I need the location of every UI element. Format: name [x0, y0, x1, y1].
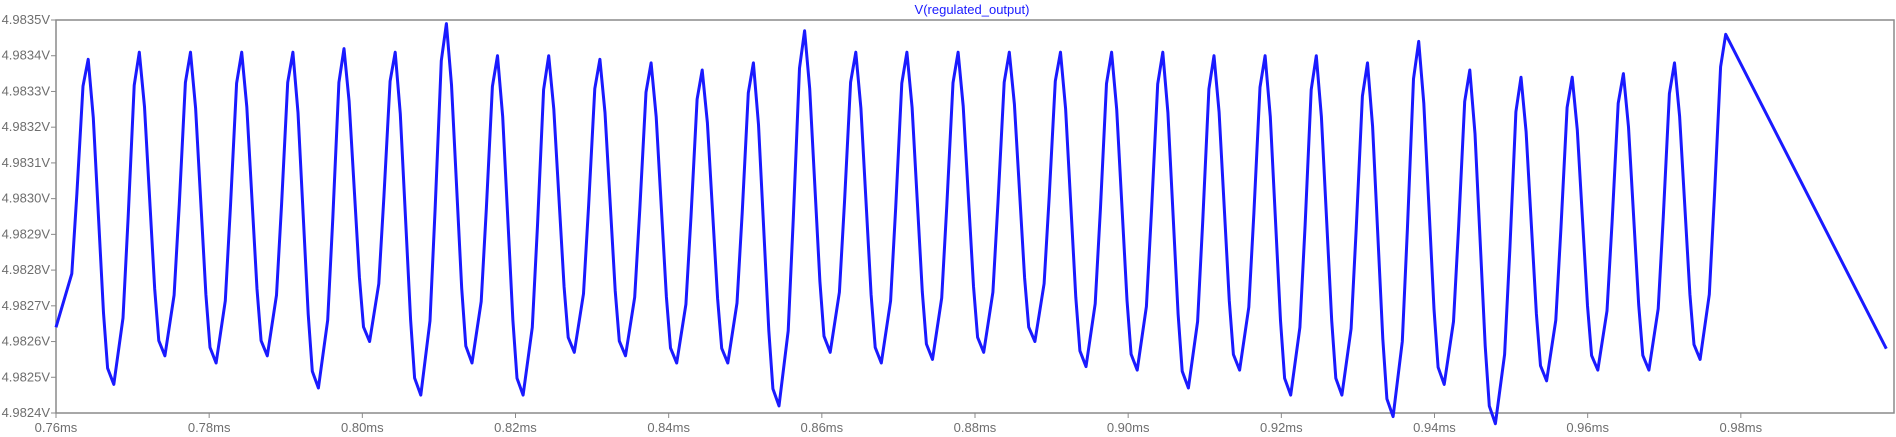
x-tick-label: 0.78ms	[188, 420, 231, 435]
plot-area	[54, 22, 1888, 426]
x-axis: 0.76ms 0.78ms 0.80ms 0.82ms 0.84ms 0.86ms 0.88…	[35, 413, 1763, 435]
x-tick-label: 0.86ms	[801, 420, 844, 435]
x-tick-label: 0.80ms	[341, 420, 384, 435]
x-tick-label: 0.76ms	[35, 420, 78, 435]
series-line	[54, 22, 1888, 426]
y-tick-label: 4.9825V	[2, 369, 51, 384]
y-tick-label: 4.9833V	[2, 83, 51, 98]
x-tick-label: 0.82ms	[494, 420, 537, 435]
y-tick-label: 4.9832V	[2, 119, 51, 134]
x-tick-label: 0.92ms	[1260, 420, 1303, 435]
y-tick-label: 4.9827V	[2, 298, 51, 313]
y-tick-label: 4.9835V	[2, 12, 51, 27]
y-axis: 4.9824V 4.9825V 4.9826V 4.9827V 4.9828V 4.982…	[2, 12, 56, 420]
y-tick-label: 4.9826V	[2, 334, 51, 349]
y-tick-label: 4.9829V	[2, 226, 51, 241]
x-tick-label: 0.84ms	[647, 420, 690, 435]
y-tick-label: 4.9834V	[2, 48, 51, 63]
x-tick-label: 0.90ms	[1107, 420, 1150, 435]
y-tick-label: 4.9824V	[2, 405, 51, 420]
x-tick-label: 0.88ms	[954, 420, 997, 435]
y-tick-label: 4.9830V	[2, 191, 51, 206]
y-tick-label: 4.9831V	[2, 155, 51, 170]
y-tick-label: 4.9828V	[2, 262, 51, 277]
x-tick-label: 0.94ms	[1413, 420, 1456, 435]
x-tick-label: 0.98ms	[1720, 420, 1763, 435]
chart-title: V(regulated_output)	[915, 2, 1030, 17]
x-tick-label: 0.96ms	[1566, 420, 1609, 435]
